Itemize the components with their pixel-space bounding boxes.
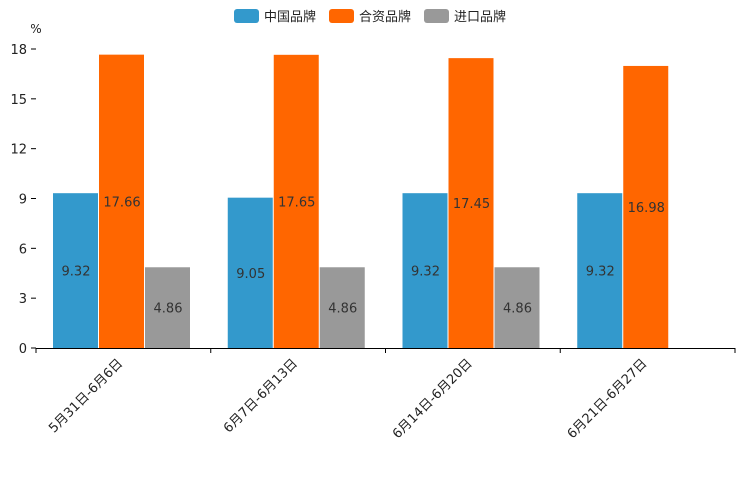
bar (623, 65, 669, 349)
x-axis: 5月31日-6月6日 6月7日-6月13日 6月14日-6月20日 6月21日-6月2… (35, 348, 736, 442)
bar-value-label: 4.86 (503, 302, 532, 317)
legend-swatch (424, 9, 449, 23)
bar (577, 193, 623, 348)
legend-swatch (234, 9, 259, 23)
bar-value-label: 4.86 (328, 302, 357, 317)
y-axis: 0 3 6 9 12 15 18 (10, 43, 36, 357)
bar-value-label: 16.98 (628, 201, 665, 216)
y-axis-unit-label: % (30, 22, 41, 36)
legend: 中国品牌 合资品牌 进口品牌 (234, 9, 506, 25)
y-tick-label: 6 (19, 242, 27, 257)
bar-value-label: 17.65 (278, 195, 315, 210)
x-tick-label: 6月7日-6月13日 (221, 356, 301, 436)
y-tick-label: 15 (10, 93, 27, 108)
bar (99, 54, 144, 349)
y-tick-label: 9 (19, 193, 27, 208)
bars (53, 54, 669, 349)
x-tick-label: 6月14日-6月20日 (390, 356, 476, 442)
bar (53, 193, 98, 348)
legend-label: 合资品牌 (359, 9, 411, 25)
bar-value-label: 9.32 (62, 265, 91, 280)
y-tick-label: 0 (19, 342, 27, 357)
bar (402, 193, 448, 348)
bar-value-label: 9.05 (236, 267, 265, 282)
x-tick-label: 5月31日-6月6日 (46, 356, 126, 436)
bar-value-label: 4.86 (154, 302, 183, 317)
bar (227, 197, 273, 348)
bar (273, 54, 319, 348)
bar (145, 267, 190, 348)
y-tick-label: 3 (19, 292, 27, 307)
y-tick-label: 18 (10, 43, 27, 58)
legend-swatch (329, 9, 354, 23)
bar (319, 267, 365, 348)
bar-value-label: 9.32 (586, 265, 615, 280)
legend-label: 中国品牌 (264, 9, 316, 25)
bar-value-label: 17.66 (103, 195, 140, 210)
bar-value-label: 17.45 (453, 197, 490, 212)
data-labels: 9.32 17.66 4.86 9.05 17.65 4.86 9.32 17.45 4.86 9… (62, 195, 665, 316)
legend-label: 进口品牌 (454, 9, 506, 25)
y-tick-label: 12 (10, 143, 27, 158)
bar (494, 267, 540, 348)
bar-value-label: 9.32 (411, 265, 440, 280)
x-tick-label: 6月21日-6月27日 (565, 356, 651, 442)
bar (448, 58, 494, 349)
